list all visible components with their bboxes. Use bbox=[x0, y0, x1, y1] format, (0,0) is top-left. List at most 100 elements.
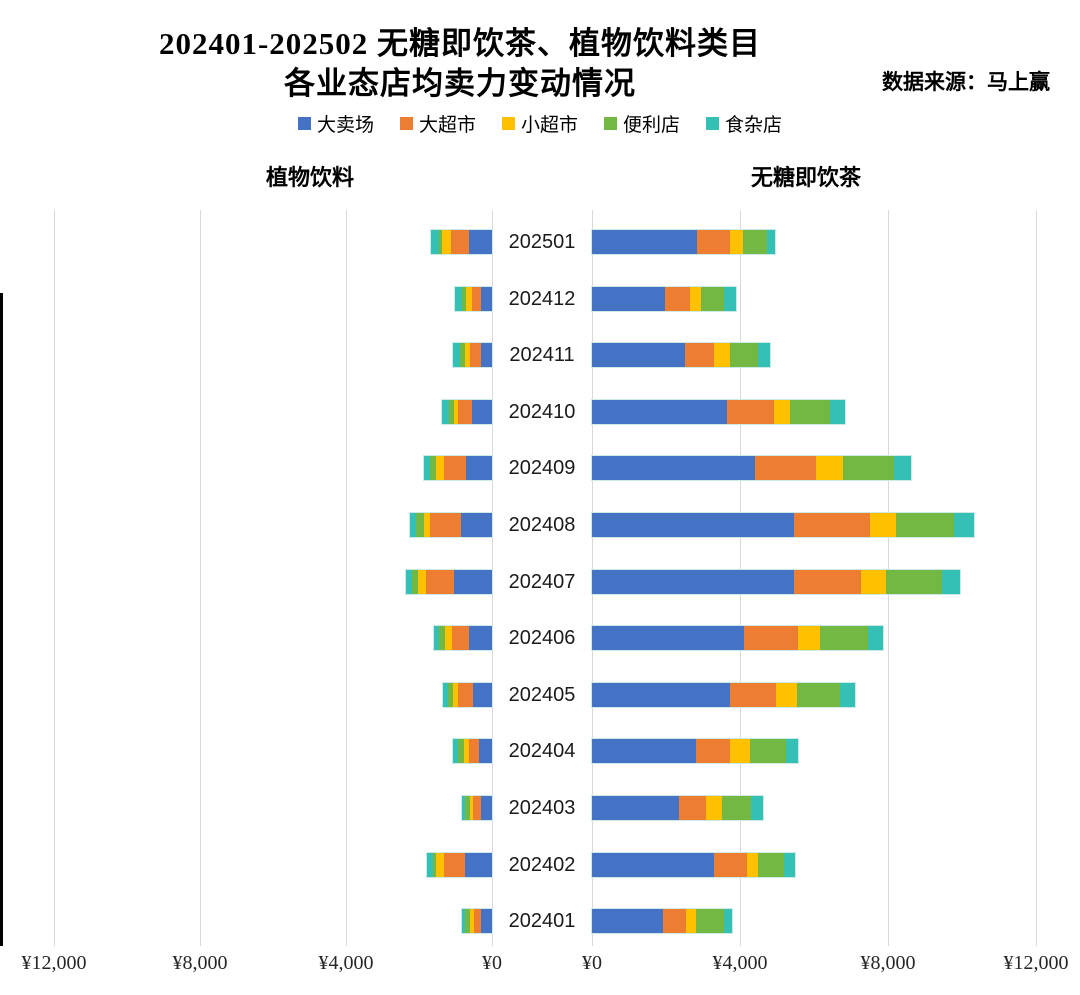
category-label: 202408 bbox=[508, 514, 576, 536]
bar-left-202407 bbox=[404, 569, 494, 595]
bar-left-202408 bbox=[409, 512, 493, 538]
hypermarket-segment bbox=[592, 683, 730, 707]
axis-tick-label: ¥8,000 bbox=[172, 952, 228, 974]
small-supermarket-segment bbox=[689, 287, 701, 311]
big-supermarket-segment bbox=[696, 739, 731, 763]
big-supermarket-segment bbox=[473, 796, 481, 820]
gridline bbox=[200, 210, 201, 946]
big-supermarket-segment bbox=[665, 287, 690, 311]
bar-left-202404 bbox=[451, 738, 494, 764]
bar-right-202409 bbox=[591, 455, 912, 481]
big-supermarket-swatch-icon bbox=[399, 117, 413, 130]
convenience-store-segment bbox=[465, 796, 471, 820]
small-supermarket-segment bbox=[417, 570, 426, 594]
convenience-store-segment bbox=[749, 739, 786, 763]
grocery-store-segment bbox=[423, 456, 431, 480]
grocery-store-segment bbox=[839, 683, 856, 707]
convenience-store-segment bbox=[722, 796, 752, 820]
hypermarket-segment bbox=[466, 456, 492, 480]
bar-left-202409 bbox=[422, 455, 494, 481]
hypermarket-segment bbox=[592, 287, 666, 311]
big-supermarket-segment bbox=[471, 287, 481, 311]
hypermarket-segment bbox=[592, 909, 664, 933]
convenience-store-segment bbox=[448, 400, 455, 424]
convenience-store-segment bbox=[886, 570, 942, 594]
small-supermarket-segment bbox=[435, 456, 444, 480]
bar-right-202402 bbox=[591, 852, 796, 878]
grocery-store-segment bbox=[454, 287, 462, 311]
legend-item-small-supermarket: 小超市 bbox=[501, 110, 578, 137]
bar-right-202408 bbox=[590, 512, 976, 538]
small-supermarket-segment bbox=[870, 513, 897, 537]
hypermarket-segment bbox=[592, 853, 715, 877]
big-supermarket-segment bbox=[470, 343, 481, 367]
convenience-store-segment bbox=[461, 287, 467, 311]
right-panel-title: 无糖即饮茶 bbox=[750, 165, 862, 190]
big-supermarket-segment bbox=[451, 626, 470, 650]
small-supermarket-segment bbox=[469, 909, 475, 933]
big-supermarket-segment bbox=[727, 400, 775, 424]
legend-label: 食杂店 bbox=[725, 115, 783, 136]
axis-tick-label: ¥8,000 bbox=[860, 952, 916, 974]
category-label: 202405 bbox=[508, 684, 576, 706]
hypermarket-segment bbox=[592, 230, 698, 254]
hypermarket-segment bbox=[473, 683, 492, 707]
grocery-store-segment bbox=[758, 343, 770, 367]
grocery-store-segment bbox=[868, 626, 884, 650]
axis-tick-label: ¥0 bbox=[582, 952, 602, 974]
bar-right-202501 bbox=[590, 229, 777, 255]
grocery-store-segment bbox=[434, 626, 440, 650]
hypermarket-segment bbox=[471, 400, 492, 424]
convenience-store-segment bbox=[411, 570, 418, 594]
hypermarket-segment bbox=[592, 739, 697, 763]
hypermarket-segment bbox=[465, 853, 492, 877]
convenience-store-segment bbox=[758, 853, 785, 877]
hypermarket-segment bbox=[592, 456, 755, 480]
bar-right-202410 bbox=[590, 399, 847, 425]
category-label: 202410 bbox=[508, 401, 576, 423]
big-supermarket-segment bbox=[678, 796, 706, 820]
big-supermarket-segment bbox=[663, 909, 686, 933]
legend-item-grocery-store: 食杂店 bbox=[706, 110, 782, 137]
legend-item-convenience-store: 便利店 bbox=[604, 110, 680, 137]
grocery-store-segment bbox=[431, 230, 439, 254]
gridline bbox=[54, 210, 55, 946]
bar-left-202402 bbox=[425, 852, 494, 878]
category-label: 202409 bbox=[508, 457, 576, 479]
category-label: 202404 bbox=[508, 740, 576, 762]
big-supermarket-segment bbox=[794, 570, 862, 594]
bar-left-202412 bbox=[453, 286, 494, 312]
grocery-store-segment bbox=[953, 513, 975, 537]
convenience-store-segment bbox=[458, 739, 465, 763]
category-label: 202501 bbox=[508, 231, 576, 253]
big-supermarket-segment bbox=[685, 343, 715, 367]
axis-tick-label: ¥4,000 bbox=[712, 952, 768, 974]
hypermarket-segment bbox=[592, 796, 679, 820]
category-label: 202401 bbox=[508, 910, 576, 932]
big-supermarket-segment bbox=[474, 909, 482, 933]
small-supermarket-segment bbox=[861, 570, 887, 594]
hypermarket-segment bbox=[592, 343, 686, 367]
hypermarket-segment bbox=[481, 909, 492, 933]
grocery-store-segment bbox=[766, 230, 776, 254]
bar-left-202501 bbox=[430, 229, 493, 255]
convenience-store-segment bbox=[796, 683, 840, 707]
convenience-store-segment bbox=[459, 343, 465, 367]
convenience-store-segment bbox=[695, 909, 725, 933]
grocery-store-segment bbox=[829, 400, 846, 424]
bar-left-202411 bbox=[451, 342, 494, 368]
grocery-store-segment bbox=[452, 343, 460, 367]
hypermarket-segment bbox=[592, 513, 795, 537]
axis-tick-label: ¥12,000 bbox=[21, 952, 87, 974]
grocery-store-segment bbox=[405, 570, 412, 594]
convenience-store-segment bbox=[465, 909, 470, 933]
convenience-store-segment bbox=[842, 456, 894, 480]
bar-left-202401 bbox=[461, 908, 493, 934]
bar-left-202405 bbox=[441, 682, 494, 708]
grocery-store-segment bbox=[452, 739, 459, 763]
small-supermarket-segment bbox=[705, 796, 723, 820]
grocery-store-segment bbox=[724, 909, 733, 933]
category-label: 202412 bbox=[508, 288, 576, 310]
convenience-store-segment bbox=[448, 683, 453, 707]
